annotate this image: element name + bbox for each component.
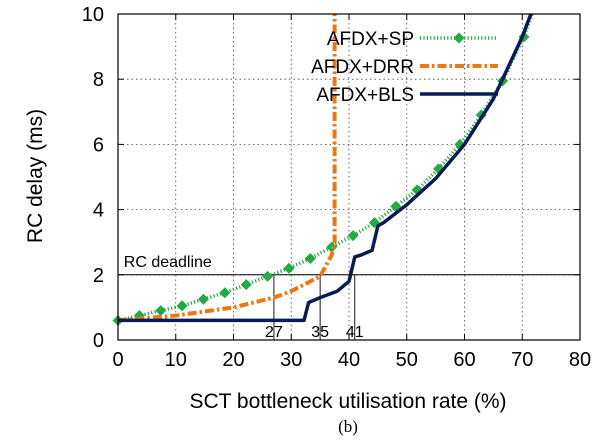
x-tick-label: 80: [569, 349, 591, 371]
y-tick-label: 6: [93, 134, 104, 156]
series-line-afdx-drr: [117, 14, 337, 323]
data-point: [219, 287, 231, 299]
y-tick-label: 8: [93, 69, 104, 91]
figure-caption: (b): [338, 417, 358, 436]
y-axis-title: RC delay (ms): [24, 109, 47, 243]
marker-label: 27: [265, 324, 283, 341]
x-tick-label: 0: [112, 349, 123, 371]
data-point: [262, 270, 274, 282]
data-point: [197, 293, 209, 305]
data-point: [176, 300, 188, 312]
series-layer: [112, 13, 534, 326]
data-point: [155, 305, 167, 317]
legend-label: AFDX+DRR: [311, 57, 414, 78]
x-axis-title: SCT bottleneck utilisation rate (%): [189, 390, 506, 413]
legend-marker: [453, 32, 465, 44]
x-tick-label: 60: [453, 349, 475, 371]
marker-label: 35: [311, 324, 329, 341]
y-tick-label: 4: [93, 200, 104, 222]
data-point: [304, 253, 316, 264]
y-tick-label: 2: [93, 265, 104, 287]
x-tick-label: 20: [222, 349, 244, 371]
x-tick-label: 10: [165, 349, 187, 371]
legend-label: AFDX+SP: [327, 29, 414, 50]
x-tick-label: 70: [511, 349, 533, 371]
y-tick-label: 10: [82, 4, 104, 26]
x-tick-label: 30: [280, 349, 302, 371]
legend-label: AFDX+BLS: [316, 85, 414, 106]
marker-label: 41: [346, 324, 364, 341]
deadline-label: RC deadline: [124, 254, 212, 271]
legend: AFDX+SP AFDX+DRR AFDX+BLS: [311, 29, 498, 106]
x-tick-label: 50: [396, 349, 418, 371]
series-line-afdx-bls: [118, 13, 533, 323]
y-tick-label: 0: [93, 330, 104, 352]
axes: 0 10 20 30 40 50 60 70 80 0 2 4 6 8 10: [82, 4, 591, 371]
data-point: [347, 230, 359, 242]
data-point: [240, 279, 252, 291]
reference-layer: RC deadline 27 35 41: [118, 254, 580, 341]
data-point: [283, 262, 295, 274]
x-tick-label: 40: [338, 349, 360, 371]
